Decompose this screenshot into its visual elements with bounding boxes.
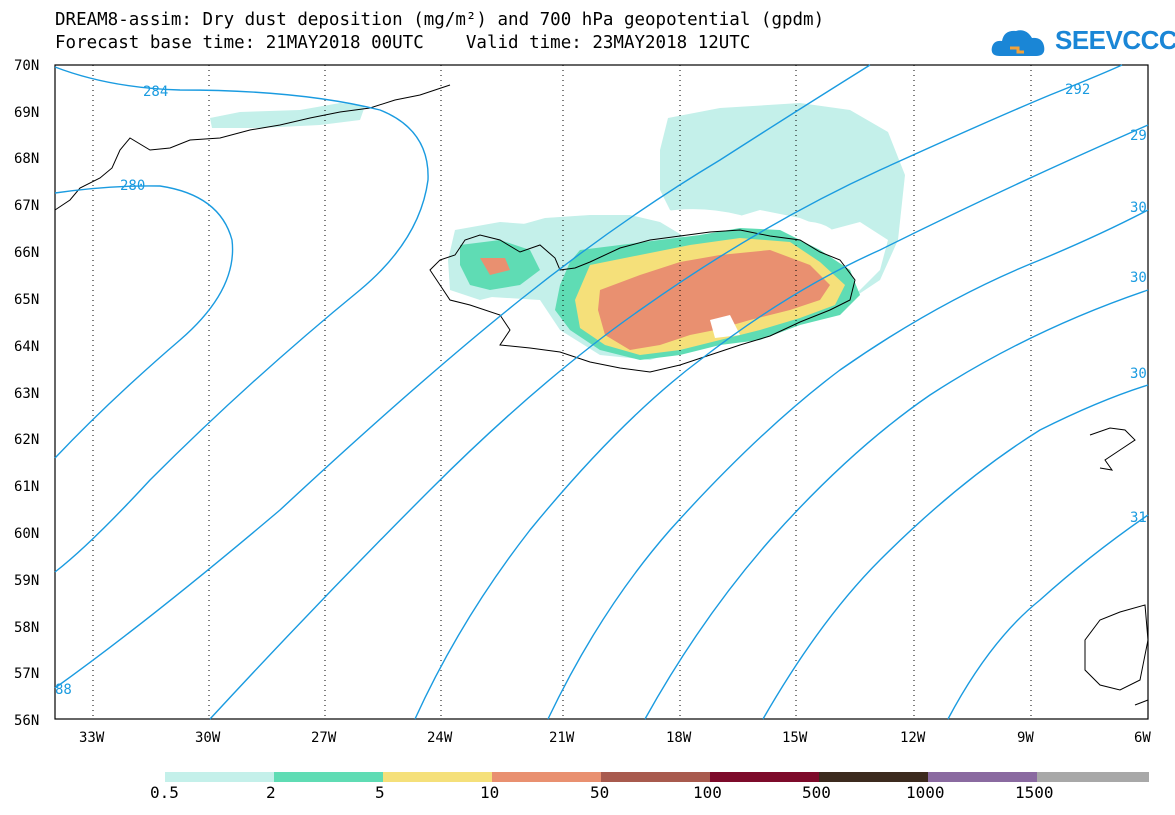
lat-label: 61N bbox=[14, 479, 39, 495]
cloud-logo-icon bbox=[991, 30, 1045, 56]
lat-label: 56N bbox=[14, 713, 39, 729]
legend-colorbar bbox=[165, 772, 1149, 782]
svg-text:280: 280 bbox=[120, 178, 145, 194]
svg-text:30: 30 bbox=[1130, 200, 1147, 216]
lon-label: 15W bbox=[782, 730, 808, 746]
lon-label: 6W bbox=[1134, 730, 1151, 746]
legend-label: 10 bbox=[480, 783, 500, 802]
legend-label: 1000 bbox=[906, 783, 945, 802]
graticule bbox=[92, 65, 1032, 719]
svg-text:292: 292 bbox=[1065, 82, 1090, 98]
legend-label: 50 bbox=[590, 783, 610, 802]
lat-label: 64N bbox=[14, 339, 39, 355]
legend-swatch bbox=[928, 772, 1037, 782]
svg-text:31: 31 bbox=[1130, 510, 1147, 526]
svg-text:29: 29 bbox=[1130, 128, 1147, 144]
geopotential-contours bbox=[54, 64, 1149, 720]
lat-label: 57N bbox=[14, 666, 39, 682]
legend-swatch bbox=[819, 772, 928, 782]
latitude-labels: 70N 69N 68N 67N 66N 65N 64N 63N 62N 61N … bbox=[14, 58, 39, 729]
legend-swatch bbox=[492, 772, 601, 782]
lat-label: 69N bbox=[14, 105, 39, 121]
svg-text:284: 284 bbox=[143, 84, 168, 100]
lon-label: 27W bbox=[311, 730, 337, 746]
svg-text:88: 88 bbox=[55, 682, 72, 698]
legend-label: 500 bbox=[802, 783, 831, 802]
lon-label: 12W bbox=[900, 730, 926, 746]
lat-label: 67N bbox=[14, 198, 39, 214]
lat-label: 59N bbox=[14, 573, 39, 589]
lat-label: 70N bbox=[14, 58, 39, 74]
dust-shading bbox=[210, 103, 905, 360]
legend-swatch bbox=[165, 772, 274, 782]
map-frame bbox=[54, 64, 1149, 720]
legend-label: 1500 bbox=[1015, 783, 1054, 802]
lon-label: 9W bbox=[1017, 730, 1034, 746]
legend-swatch bbox=[383, 772, 492, 782]
longitude-labels: 33W 30W 27W 24W 21W 18W 15W 12W 9W 6W bbox=[79, 730, 1151, 746]
legend-swatch bbox=[601, 772, 710, 782]
legend-swatch bbox=[1037, 772, 1149, 782]
lon-label: 18W bbox=[666, 730, 692, 746]
lon-label: 33W bbox=[79, 730, 105, 746]
lat-label: 65N bbox=[14, 292, 39, 308]
legend-label: 100 bbox=[693, 783, 722, 802]
lat-label: 62N bbox=[14, 432, 39, 448]
lat-label: 60N bbox=[14, 526, 39, 542]
contour-labels: 284 280 292 29 30 30 30 31 88 bbox=[55, 82, 1147, 698]
legend-label: 0.5 bbox=[150, 783, 179, 802]
lat-label: 68N bbox=[14, 151, 39, 167]
svg-text:30: 30 bbox=[1130, 270, 1147, 286]
legend-swatch bbox=[710, 772, 819, 782]
lat-label: 63N bbox=[14, 386, 39, 402]
lon-label: 21W bbox=[549, 730, 575, 746]
logo-text: SEEVCCC bbox=[1055, 25, 1175, 55]
svg-text:30: 30 bbox=[1130, 366, 1147, 382]
legend-label: 5 bbox=[375, 783, 385, 802]
legend-label: 2 bbox=[266, 783, 276, 802]
map-title: DREAM8-assim: Dry dust deposition (mg/m²… bbox=[55, 10, 825, 30]
lon-label: 30W bbox=[195, 730, 221, 746]
lat-label: 58N bbox=[14, 620, 39, 636]
lon-label: 24W bbox=[427, 730, 453, 746]
map-subtitle: Forecast base time: 21MAY2018 00UTC Vali… bbox=[55, 33, 751, 53]
legend-swatch bbox=[274, 772, 383, 782]
lat-label: 66N bbox=[14, 245, 39, 261]
